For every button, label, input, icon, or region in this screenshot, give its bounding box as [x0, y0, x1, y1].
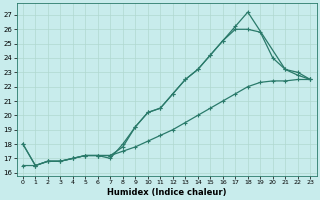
X-axis label: Humidex (Indice chaleur): Humidex (Indice chaleur): [107, 188, 226, 197]
